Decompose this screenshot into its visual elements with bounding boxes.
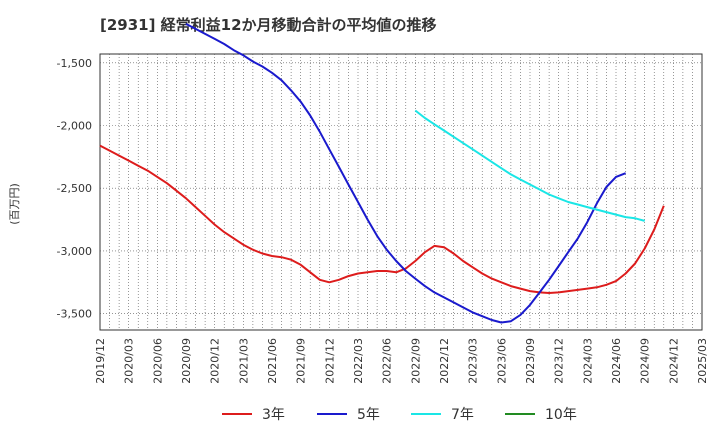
- y-tick-label: -2,000: [57, 120, 92, 133]
- x-tick-label: 2025/03: [696, 338, 709, 384]
- x-tick-label: 2024/12: [667, 338, 680, 384]
- x-tick-label: 2022/09: [409, 338, 422, 384]
- x-tick-label: 2024/06: [610, 338, 623, 384]
- x-tick-label: 2021/06: [266, 338, 279, 384]
- x-tick-label: 2022/12: [438, 338, 451, 384]
- chart-title: [2931] 経常利益12か月移動合計の平均値の推移: [100, 16, 437, 34]
- legend-label-1: 3年: [262, 407, 285, 423]
- x-tick-label: 2020/03: [123, 338, 136, 384]
- x-tick-label: 2023/06: [495, 338, 508, 384]
- legend-label-3: 7年: [451, 407, 474, 423]
- x-tick-label: 2022/03: [352, 338, 365, 384]
- legend-label-2: 5年: [357, 407, 380, 423]
- x-tick-label: 2023/03: [467, 338, 480, 384]
- y-tick-label: -1,500: [57, 57, 92, 70]
- x-tick-label: 2020/09: [180, 338, 193, 384]
- x-tick-label: 2022/06: [381, 338, 394, 384]
- x-tick-label: 2023/09: [524, 338, 537, 384]
- y-tick-labels: -1,500 -2,000 -2,500 -3,000 -3,500: [57, 57, 92, 321]
- grid-lines: [100, 54, 702, 330]
- y-tick-label: -3,000: [57, 245, 92, 258]
- y-tick-label: -3,500: [57, 308, 92, 321]
- x-tick-label: 2020/12: [209, 338, 222, 384]
- plot-area-border: [99, 53, 703, 331]
- x-tick-label: 2021/12: [323, 338, 336, 384]
- y-tick-label: -2,500: [57, 182, 92, 195]
- series-line-3: [414, 109, 645, 222]
- x-tick-label: 2021/03: [237, 338, 250, 384]
- legend-label-4: 10年: [545, 407, 577, 423]
- x-tick-label: 2021/09: [295, 338, 308, 384]
- y-axis-label: (百万円): [8, 183, 21, 225]
- x-tick-label: 2019/12: [94, 338, 107, 384]
- x-tick-label: 2023/12: [553, 338, 566, 384]
- legend: 3年 5年 7年 10年: [222, 407, 577, 423]
- x-tick-labels: 2019/12 2020/03 2020/06 2020/09 2020/12 2021/…: [94, 338, 709, 384]
- x-tick-label: 2024/03: [581, 338, 594, 384]
- series-lines: [99, 23, 665, 324]
- series-line-2: [185, 23, 626, 324]
- series-line-1: [99, 144, 665, 294]
- x-tick-label: 2024/09: [639, 338, 652, 384]
- x-tick-label: 2020/06: [151, 338, 164, 384]
